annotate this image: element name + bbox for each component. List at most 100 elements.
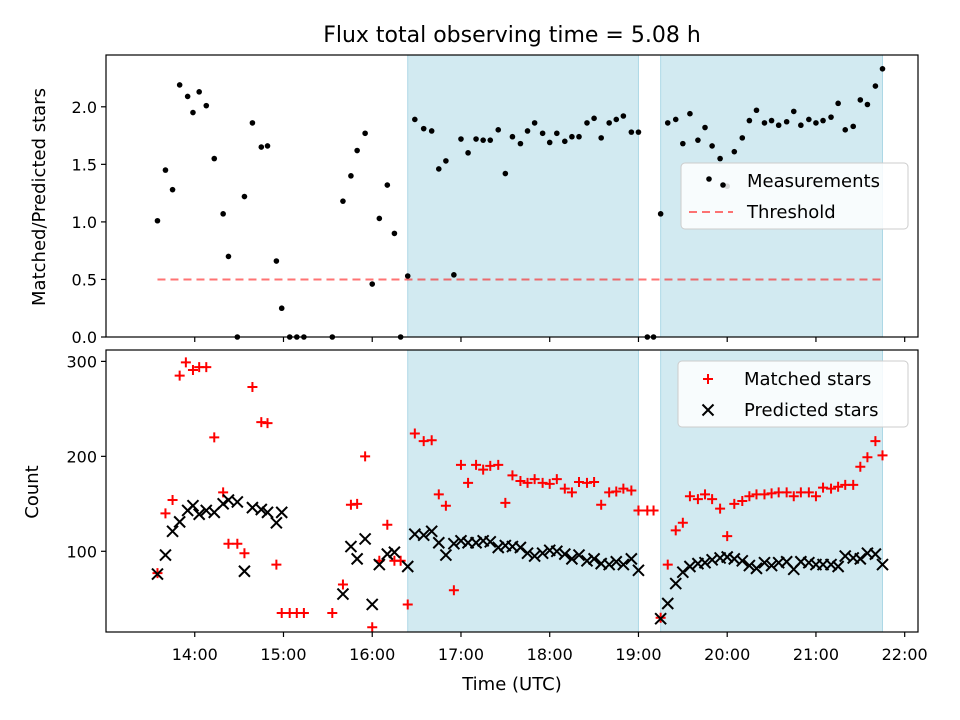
measurement-point: [354, 147, 360, 154]
matched-stars-point: [409, 428, 420, 439]
predicted-stars-point: [720, 550, 734, 564]
matched-stars-point: [360, 451, 371, 462]
matched-stars-point: [187, 364, 198, 375]
measurement-point: [190, 109, 196, 116]
matched-stars-point: [692, 494, 703, 505]
count-legend: Matched stars Predicted stars: [677, 360, 909, 428]
x-tick-label: 15:00: [260, 645, 306, 664]
matched-stars-point: [788, 491, 799, 502]
matched-stars-point: [700, 489, 711, 500]
matched-stars-point: [500, 497, 511, 508]
ratio-y-tick-label: 2.0: [72, 98, 97, 117]
measurement-point: [348, 173, 354, 179]
measurement-point: [220, 211, 226, 217]
x-axis-label: Time (UTC): [461, 674, 562, 695]
predicted-stars-point: [159, 548, 172, 562]
matched-stars-point: [551, 474, 562, 485]
measurement-point: [835, 100, 841, 107]
measurement-point: [857, 97, 864, 103]
measurement-point: [628, 129, 635, 135]
ratio-y-axis-label: Matched/Predicted stars: [29, 88, 50, 306]
matched-stars-point: [670, 525, 681, 536]
predicted-stars-point: [572, 548, 586, 562]
matched-stars-point: [781, 487, 792, 498]
predicted-stars-point: [192, 508, 206, 521]
predicted-stars-point: [750, 562, 763, 575]
measurement-point: [391, 230, 398, 237]
measurement-point: [695, 137, 701, 143]
ratio-y-tick-label: 0.0: [72, 328, 97, 347]
measurement-point: [203, 102, 210, 109]
shaded-interval: [407, 54, 639, 338]
ratio-panel: 0.00.51.01.52.0 Matched/Predicted stars …: [29, 54, 919, 347]
measurement-point: [820, 117, 826, 124]
measurement-point: [783, 118, 790, 125]
matched-stars-point: [855, 461, 866, 472]
measurement-point: [872, 83, 879, 89]
measurement-point: [775, 122, 782, 129]
matched-stars-point: [298, 608, 309, 619]
matched-stars-point: [618, 483, 629, 494]
chart-title: Flux total observing time = 5.08 h: [323, 23, 701, 48]
measurement-point: [864, 101, 871, 108]
predicted-stars-point: [824, 558, 838, 571]
predicted-stars-point: [275, 506, 288, 519]
measurement-point: [184, 93, 191, 100]
predicted-stars-point: [401, 560, 414, 573]
matched-stars-point: [352, 498, 363, 509]
ratio-y-tick-label: 1.5: [72, 155, 97, 174]
measurement-point: [241, 193, 248, 200]
measurement-point: [420, 125, 427, 132]
measurement-point: [753, 107, 760, 114]
measurement-point: [369, 281, 376, 287]
matched-stars-point: [402, 599, 413, 610]
matched-stars-point: [566, 487, 577, 498]
matched-stars-point: [180, 357, 191, 368]
measurement-point: [606, 120, 612, 126]
measurement-point: [443, 158, 449, 164]
measurement-point: [806, 116, 812, 123]
matched-stars-point: [160, 508, 171, 519]
predicted-stars-point: [366, 598, 379, 611]
matched-stars-point: [367, 622, 378, 633]
predicted-stars-point: [565, 552, 579, 566]
predicted-stars-point: [350, 552, 364, 566]
ratio-legend: Measurements Threshold: [680, 162, 909, 230]
predicted-stars-point: [454, 534, 468, 548]
predicted-stars-point: [632, 564, 645, 577]
measurement-point: [196, 89, 202, 95]
matched-stars-point: [729, 498, 740, 509]
x-tick-label: 18:00: [527, 645, 573, 664]
measurement-point: [162, 167, 169, 173]
predicted-stars-point: [610, 555, 623, 568]
legend-label: Predicted stars: [744, 400, 878, 421]
x-tick-label: 17:00: [438, 645, 484, 664]
x-tick-label: 14:00: [172, 645, 218, 664]
predicted-stars-point: [238, 565, 251, 578]
measurement-point: [672, 116, 679, 123]
measurement-point: [531, 120, 538, 126]
measurement-point: [458, 136, 464, 142]
measurement-point: [502, 170, 509, 177]
predicted-stars-point: [231, 495, 244, 509]
matched-stars-point: [810, 491, 821, 502]
x-tick-label: 22:00: [882, 645, 928, 664]
matched-stars-point: [247, 382, 258, 393]
predicted-stars-point: [492, 541, 505, 554]
measurement-point: [620, 113, 627, 119]
matched-stars-point: [382, 519, 393, 530]
matched-stars-point: [395, 555, 406, 566]
measurement-point: [761, 120, 768, 126]
measurement-point: [495, 127, 502, 133]
predicted-stars-point: [484, 535, 497, 549]
ratio-legend-box: [680, 162, 909, 230]
measurement-point: [435, 166, 442, 172]
matched-stars-point: [232, 538, 243, 549]
matched-stars-point: [611, 486, 622, 497]
measurement-point: [842, 127, 849, 133]
matched-stars-point: [877, 450, 888, 461]
predicted-stars-point: [550, 545, 564, 558]
predicted-stars-point: [186, 499, 200, 512]
predicted-stars-point: [802, 556, 816, 569]
measurement-point: [273, 258, 280, 264]
